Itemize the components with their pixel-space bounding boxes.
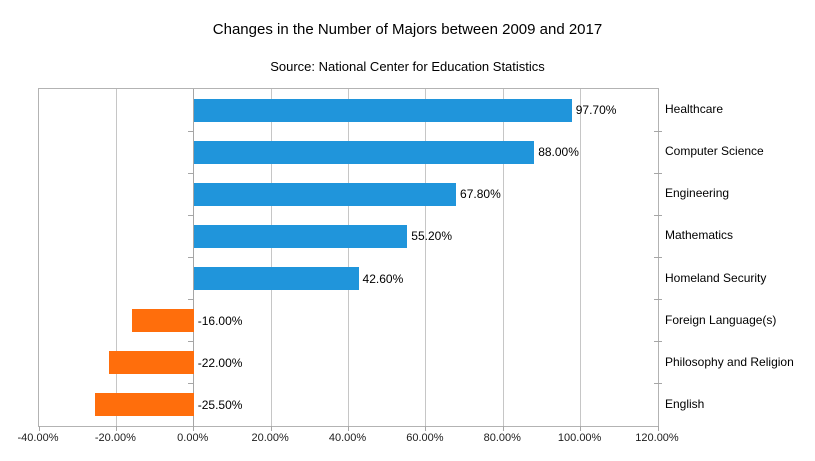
category-tick: [187, 257, 194, 258]
category-tick: [187, 130, 194, 132]
x-axis-tick: [657, 426, 659, 431]
gridline: [502, 89, 504, 426]
x-axis-tick-label: -40.00%: [17, 432, 59, 444]
chart-subtitle: Source: National Center for Education St…: [270, 59, 545, 74]
category-label: Homeland Security: [665, 270, 767, 285]
bar-value-label: 67.80%: [460, 187, 501, 202]
gridline: [425, 89, 427, 426]
category-tick: [187, 299, 194, 301]
bar-value-label: 55.20%: [411, 229, 452, 244]
bar-foreign-language-s-: [131, 309, 194, 333]
bar-value-label: 88.00%: [538, 145, 579, 160]
bar-mathematics: [193, 224, 408, 248]
bar-value-label: -25.50%: [197, 397, 243, 412]
category-label: Mathematics: [665, 228, 734, 243]
category-tick: [187, 341, 194, 343]
category-tick: [654, 383, 662, 385]
bar-value-label: -22.00%: [197, 355, 243, 370]
bar-engineering: [193, 182, 457, 206]
category-label: Computer Science: [665, 144, 764, 159]
category-tick: [654, 172, 662, 174]
category-label: English: [665, 396, 705, 411]
x-axis-tick-label: 20.00%: [251, 432, 289, 444]
x-axis-tick-label: 60.00%: [406, 432, 444, 444]
x-axis-tick: [425, 426, 427, 431]
x-axis-tick-label: 120.00%: [635, 432, 679, 444]
bar-computer-science: [193, 140, 535, 164]
bar-philosophy-and-religion: [108, 351, 194, 375]
x-axis-tick: [38, 426, 40, 431]
category-tick: [187, 214, 194, 216]
gridline: [115, 89, 117, 426]
category-label: Healthcare: [665, 102, 724, 117]
x-axis-tick: [270, 426, 272, 431]
gridline: [580, 89, 582, 426]
x-axis-tick: [580, 426, 582, 431]
category-tick: [654, 214, 662, 216]
category-label: Engineering: [665, 186, 730, 201]
category-label: Foreign Language(s): [665, 312, 777, 327]
x-axis-tick-label: 100.00%: [557, 432, 602, 444]
x-axis-tick: [502, 426, 504, 431]
chart-title: Changes in the Number of Majors between …: [212, 21, 603, 38]
category-axis: Healthcare Computer Science Engineering Mat…: [665, 88, 813, 425]
x-axis-tick-label: 80.00%: [483, 432, 521, 444]
x-axis-tick-label: 0.00%: [177, 432, 209, 444]
x-axis-tick: [348, 426, 349, 431]
category-tick: [654, 341, 662, 343]
bar-healthcare: [193, 98, 572, 122]
bar-value-label: -16.00%: [197, 313, 243, 328]
zero-axis-line: [193, 89, 195, 426]
bar-value-label: 97.70%: [575, 103, 617, 118]
category-tick: [187, 172, 194, 174]
category-tick: [654, 130, 662, 132]
gridline: [270, 89, 272, 426]
category-tick: [654, 299, 662, 301]
x-axis-tick-label: -20.00%: [94, 432, 136, 444]
bar-english: [95, 393, 194, 417]
category-tick: [654, 257, 662, 258]
category-label: Philosophy and Religion: [665, 354, 794, 369]
gridline: [348, 89, 349, 426]
bar-value-label: 42.60%: [362, 271, 404, 286]
category-tick: [187, 383, 194, 385]
bar-homeland-security: [193, 267, 359, 291]
plot-area: 97.70% 88.00% 67.80% 55.20% 42.60% -16.00% -22…: [38, 88, 662, 431]
x-axis-tick: [115, 426, 117, 431]
x-axis: -40.00% -20.00% 0.00% 20.00% 40.00% 60.00% 80.…: [18, 431, 679, 447]
x-axis-tick-label: 40.00%: [328, 432, 367, 444]
x-axis-tick: [193, 426, 195, 431]
